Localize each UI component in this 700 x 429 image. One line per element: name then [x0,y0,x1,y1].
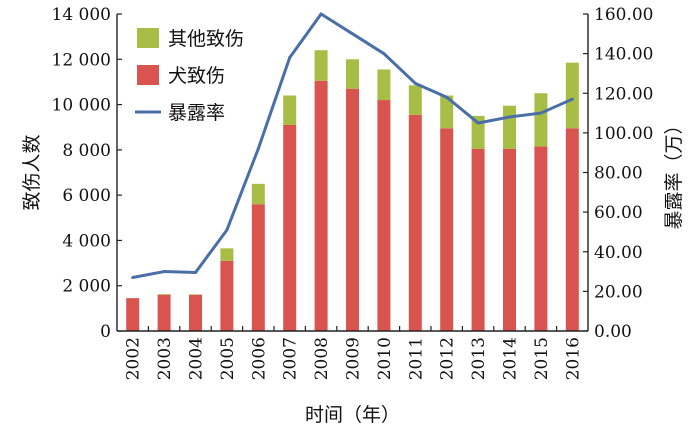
exposure-rate-point-2014 [508,115,511,119]
y2-tick-label: 80.00 [594,164,643,184]
x-tick-label: 2006 [249,337,269,380]
x-tick-label: 2011 [406,337,426,380]
y2-axis-title: 暴露率（万） [663,115,685,229]
bar-dog-2006 [251,204,265,331]
legend-label-other: 其他致伤 [168,28,244,50]
x-tick-label: 2005 [218,337,238,380]
legend-swatch-dog [137,65,159,85]
y2-tick-label: 120.00 [594,84,653,104]
bar-dog-2005 [220,260,234,331]
x-tick-label: 2015 [532,337,552,380]
bar-other-2005 [220,248,234,261]
bar-other-2013 [471,115,485,149]
y2-tick-label: 140.00 [594,45,653,65]
y-tick-label: 6 000 [62,186,111,206]
bar-other-2012 [440,95,454,129]
y-tick-label: 4 000 [62,231,111,251]
x-tick-label: 2003 [155,337,175,380]
exposure-rate-point-2005 [225,228,229,232]
exposure-rate-point-2012 [445,95,449,99]
y-tick-label: 14 000 [52,5,111,25]
bar-dog-2009 [346,88,359,331]
bar-other-2011 [408,85,422,115]
exposure-rate-point-2011 [413,81,417,85]
exposure-rate-point-2015 [539,111,543,115]
bar-dog-2014 [503,148,516,331]
bar-other-2010 [377,69,391,101]
exposure-rate-point-2002 [131,276,135,280]
bar-other-2007 [283,95,297,125]
line-layer [131,12,574,280]
exposure-rate-point-2013 [476,121,480,125]
bar-other-2016 [565,62,579,129]
bar-dog-2003 [157,294,171,331]
legend-label-exposure: 暴露率 [168,102,225,124]
bar-dog-2011 [408,114,422,331]
legend-swatch-other [137,28,159,48]
x-tick-label: 2007 [281,337,301,380]
bar-dog-2007 [283,124,297,331]
bar-other-2003 [157,294,171,295]
y-tick-label: 10 000 [52,96,111,116]
bar-dog-2015 [534,146,548,331]
exposure-rate-point-2016 [570,97,574,101]
exposure-rate-point-2010 [382,52,386,56]
bar-other-2014 [503,105,516,149]
y2-tick-label: 20.00 [594,282,643,302]
bar-dog-2016 [565,128,579,331]
exposure-rate-point-2006 [256,147,260,151]
x-tick-label: 2013 [469,337,489,380]
y2-tick-label: 60.00 [594,203,643,223]
exposure-rate-point-2008 [319,12,323,16]
y-tick-label: 8 000 [62,141,111,161]
bar-dog-2008 [314,80,328,331]
y2-tick-label: 0.00 [594,322,632,342]
bar-dog-2010 [377,100,391,331]
legend-label-dog: 犬致伤 [168,65,225,87]
axes-layer: 0 2 000 4 000 6 000 8 000 10 000 12 000 14 000 0… [52,5,654,380]
x-tick-label: 2016 [563,337,583,380]
y-tick-label: 0 [100,322,111,342]
x-axis-title: 时间（年） [305,404,400,426]
exposure-rate-point-2007 [288,56,292,60]
y2-tick-label: 100.00 [594,124,653,144]
bar-other-2015 [534,93,548,147]
bars-layer [126,50,579,331]
exposure-rate-point-2009 [351,32,354,36]
x-tick-label: 2004 [187,337,207,380]
y-axis-title: 致伤人数 [21,134,43,210]
exposure-rate-point-2003 [162,270,166,274]
x-tick-label: 2009 [344,337,364,380]
bar-dog-2012 [440,128,454,331]
bar-dog-2013 [471,148,485,331]
y-tick-label: 2 000 [62,277,111,297]
bar-dog-2004 [189,294,202,331]
bar-other-2006 [251,183,265,205]
exposure-rate-point-2004 [194,271,197,275]
y2-tick-label: 160.00 [594,5,653,25]
x-tick-label: 2002 [124,337,144,380]
x-tick-label: 2008 [312,337,332,380]
y-tick-label: 12 000 [52,50,111,70]
bar-dog-2002 [126,298,140,331]
x-tick-label: 2014 [501,337,521,380]
y2-tick-label: 40.00 [594,243,643,263]
bar-other-2009 [346,59,359,89]
x-tick-label: 2012 [438,337,458,380]
x-tick-label: 2010 [375,337,395,380]
bar-other-2008 [314,50,328,81]
